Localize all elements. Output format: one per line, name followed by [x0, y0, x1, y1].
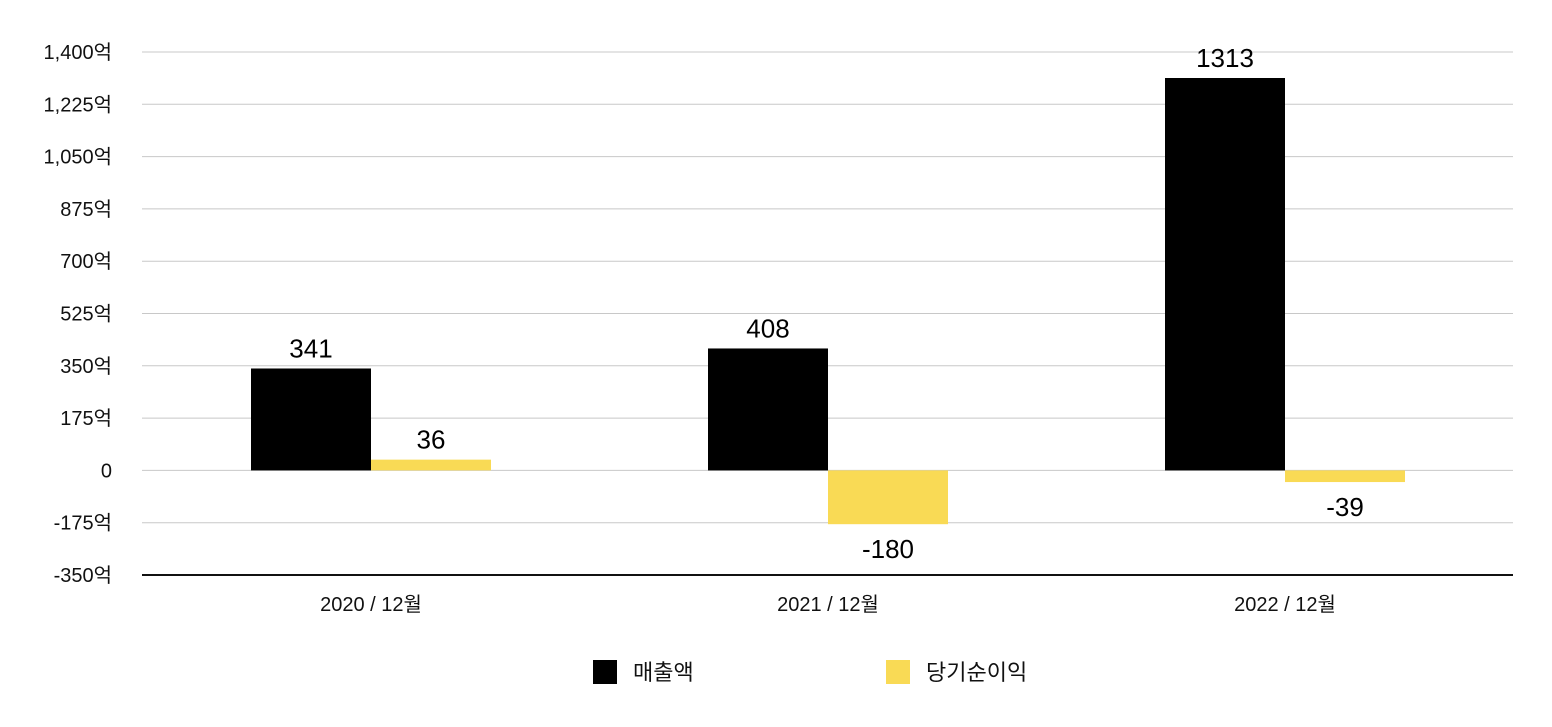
- data-label: -39: [1326, 492, 1364, 522]
- y-tick-label: 350억: [60, 355, 112, 378]
- data-label: -180: [862, 534, 914, 564]
- legend-label: 매출액: [633, 660, 694, 685]
- bar-revenue: [1165, 78, 1285, 471]
- data-label: 408: [746, 313, 789, 343]
- bar-net-income: [1285, 470, 1405, 483]
- y-axis-tick-labels: 1,400억 1,225억 1,050억 875억 700억 525억 350억 175억 0 -…: [44, 41, 112, 587]
- x-axis-tick-labels: 2020 / 12월 2021 / 12월 2022 / 12월: [320, 593, 1336, 616]
- y-tick-label: -350억: [54, 564, 112, 587]
- bars: [251, 78, 1405, 525]
- legend-item[interactable]: 당기순이익: [886, 660, 1027, 685]
- bar-net-income: [371, 459, 491, 471]
- y-tick-label: 175억: [60, 407, 112, 430]
- y-tick-label: -175억: [54, 512, 112, 535]
- bar-revenue: [251, 368, 371, 471]
- y-tick-label: 700억: [60, 250, 112, 273]
- data-label: 341: [289, 333, 332, 363]
- legend-label: 당기순이익: [926, 660, 1027, 685]
- legend-swatch: [593, 660, 617, 684]
- x-tick-label: 2022 / 12월: [1234, 593, 1336, 616]
- y-tick-label: 525억: [60, 303, 112, 326]
- y-tick-label: 0: [101, 460, 112, 482]
- legend-item[interactable]: 매출액: [593, 660, 694, 685]
- x-tick-label: 2021 / 12월: [777, 593, 879, 616]
- y-tick-label: 1,050억: [44, 146, 112, 169]
- y-tick-label: 1,400억: [44, 41, 112, 64]
- legend[interactable]: 매출액 당기순이익: [593, 660, 1027, 685]
- data-label: 36: [417, 425, 446, 455]
- bar-revenue: [708, 348, 828, 471]
- y-tick-label: 875억: [60, 198, 112, 221]
- y-tick-label: 1,225억: [44, 93, 112, 116]
- x-tick-label: 2020 / 12월: [320, 593, 422, 616]
- data-labels: 341 408 1313 36 -180 -39: [289, 43, 1363, 564]
- data-label: 1313: [1196, 43, 1254, 73]
- legend-swatch: [886, 660, 910, 684]
- bar-net-income: [828, 470, 948, 525]
